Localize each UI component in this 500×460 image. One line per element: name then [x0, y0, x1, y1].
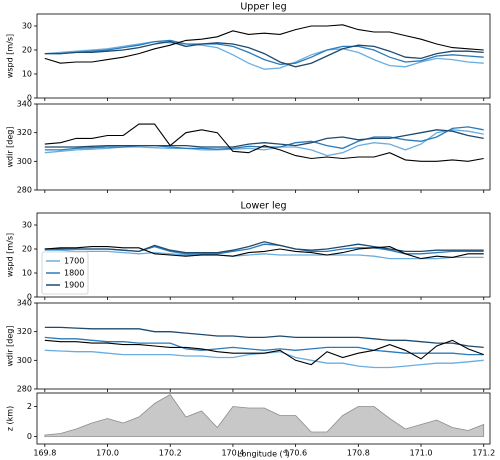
- y-tick-label: 30: [22, 22, 32, 31]
- line: [44, 249, 484, 260]
- y-tick-label: 0: [27, 94, 32, 103]
- y-axis-label: wdir [deg]: [6, 326, 15, 367]
- x-tick-label: 170.2: [159, 449, 182, 458]
- panel-title: Lower leg: [241, 201, 287, 212]
- x-tick-label: 170.8: [347, 449, 370, 458]
- line: [44, 40, 484, 70]
- line: [44, 24, 484, 64]
- y-tick-label: 280: [17, 186, 32, 195]
- x-tick-label: 170.0: [96, 449, 119, 458]
- line: [44, 246, 484, 260]
- axes-frame: [36, 212, 491, 298]
- legend-label: 1700: [64, 257, 84, 266]
- y-tick-label: 340: [17, 299, 32, 308]
- y-axis-label: wspd [m/s]: [6, 34, 15, 78]
- line: [44, 39, 484, 66]
- line: [44, 126, 484, 151]
- line: [44, 336, 484, 356]
- y-tick-label: 10: [22, 70, 32, 79]
- axes-frame: [36, 302, 491, 390]
- y-axis-label: wspd [m/s]: [6, 233, 15, 277]
- y-tick-label: 300: [17, 356, 32, 365]
- x-tick-label: 170.6: [284, 449, 307, 458]
- x-tick-label: 169.8: [33, 449, 56, 458]
- y-tick-label: 2: [27, 402, 32, 411]
- y-tick-label: 320: [17, 327, 32, 336]
- y-axis-label: wdir [deg]: [6, 127, 15, 168]
- x-tick-label: 170.4: [221, 449, 244, 458]
- y-tick-label: 280: [17, 385, 32, 394]
- x-tick-label: 171.2: [472, 449, 495, 458]
- line: [44, 123, 484, 162]
- line: [44, 339, 484, 366]
- panel-title: Upper leg: [240, 2, 286, 13]
- line: [44, 326, 484, 349]
- y-tick-label: 30: [22, 221, 32, 230]
- legend-box: [41, 251, 89, 295]
- line: [44, 241, 484, 254]
- y-tick-label: 10: [22, 269, 32, 278]
- y-tick-label: 340: [17, 100, 32, 109]
- y-axis-label: z (km): [6, 406, 15, 431]
- y-tick-label: 300: [17, 157, 32, 166]
- line: [44, 40, 484, 68]
- axes-frame: [36, 392, 491, 445]
- axes-frame: [36, 13, 491, 99]
- x-axis-label: Longitude (°): [237, 450, 290, 459]
- legend-label: 1900: [64, 281, 84, 290]
- y-tick-label: 0: [27, 293, 32, 302]
- y-tick-label: 20: [22, 46, 32, 55]
- axes-frame: [36, 103, 491, 191]
- legend-label: 1800: [64, 269, 84, 278]
- x-tick-label: 171.0: [410, 449, 433, 458]
- y-tick-label: 20: [22, 245, 32, 254]
- y-tick-label: 320: [17, 128, 32, 137]
- terrain-area: [44, 393, 485, 437]
- line: [44, 129, 484, 148]
- y-tick-label: 0: [27, 432, 32, 441]
